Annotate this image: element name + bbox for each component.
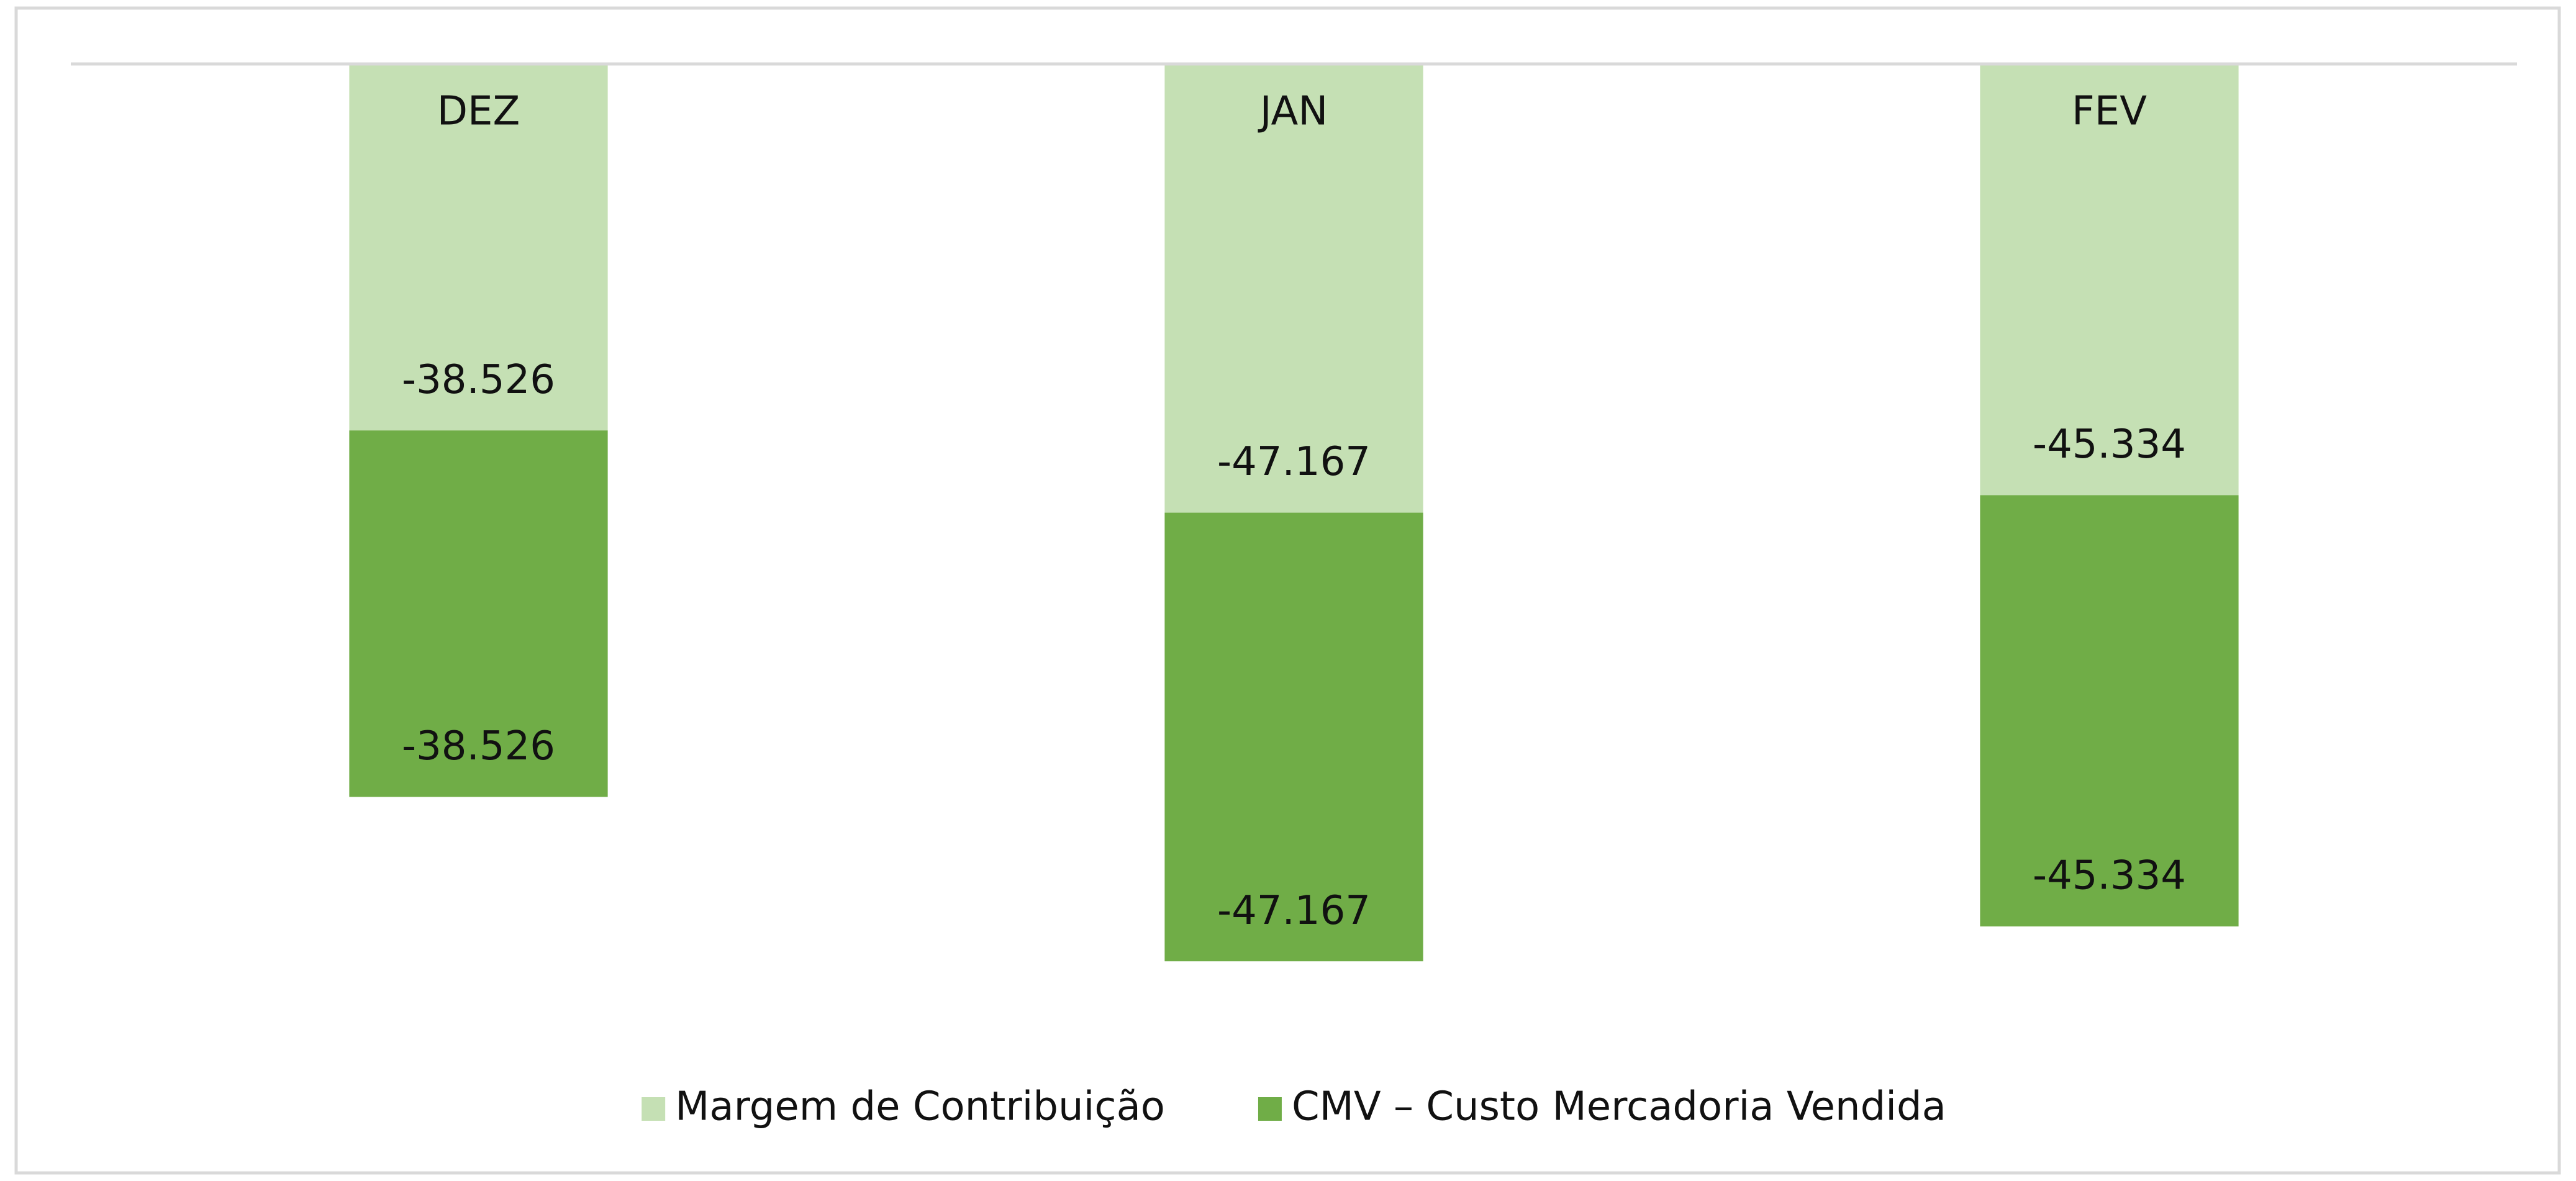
bar-segment (349, 64, 608, 431)
data-label: -38.526 (402, 357, 555, 403)
data-label: -47.167 (1217, 888, 1371, 934)
bar-segment (1164, 64, 1423, 513)
legend-label: Margem de Contribuição (675, 1084, 1165, 1130)
data-label: -45.334 (2033, 853, 2186, 899)
legend-label: CMV – Custo Mercadoria Vendida (1292, 1084, 1946, 1130)
legend-marker (642, 1097, 666, 1121)
category-label: FEV (2072, 89, 2147, 135)
legend-marker (1258, 1097, 1282, 1121)
bar-segment (1980, 495, 2239, 927)
data-label: -45.334 (2033, 422, 2186, 468)
bar-segment (349, 430, 608, 797)
category-label: JAN (1258, 89, 1328, 135)
data-label: -38.526 (402, 723, 555, 769)
bar-segment (1980, 64, 2239, 495)
category-label: DEZ (437, 89, 520, 135)
bar-segment (1164, 512, 1423, 962)
data-label: -47.167 (1217, 439, 1371, 485)
